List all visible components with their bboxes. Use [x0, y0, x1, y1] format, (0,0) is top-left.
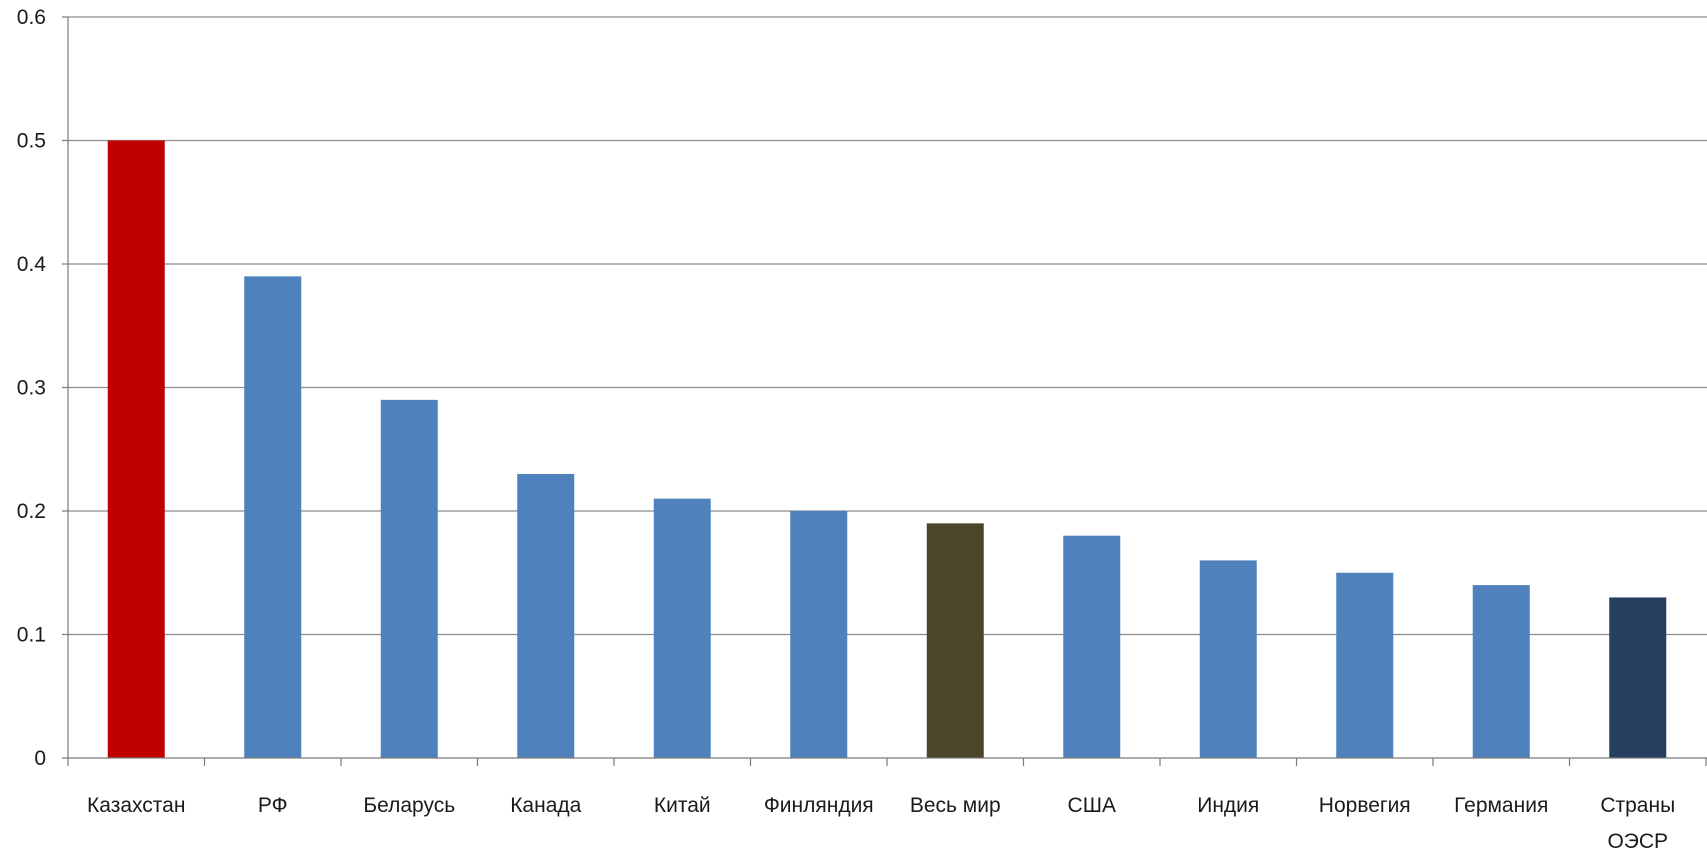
bar	[1609, 597, 1666, 758]
bar	[790, 511, 847, 758]
x-tick-label: Страны ОЭСР	[1600, 794, 1675, 853]
y-axis-tick-labels: 0 0.1 0.2 0.3 0.4 0.5 0.6	[17, 6, 47, 770]
x-tick-label: Китай	[654, 794, 711, 817]
bar	[654, 499, 711, 758]
x-tick-label: Индия	[1197, 794, 1259, 817]
y-tick-label: 0.3	[17, 377, 46, 400]
bar	[1473, 585, 1530, 758]
y-tick-label: 0.6	[17, 6, 46, 29]
bar	[244, 276, 301, 758]
x-tick-label: Весь мир	[910, 794, 1001, 817]
bar	[927, 523, 984, 758]
x-axis-tick-labels: Казахстан РФ Беларусь Канада Китай Финляндия В…	[87, 794, 1675, 853]
y-tick-label: 0	[34, 747, 46, 770]
x-tick-label: Казахстан	[87, 794, 185, 817]
bar	[381, 400, 438, 758]
bars	[108, 141, 1667, 759]
y-tick-label: 0.5	[17, 130, 46, 153]
x-tick-label: Беларусь	[363, 794, 455, 817]
bar	[1200, 560, 1257, 758]
y-tick-label: 0.4	[17, 253, 47, 276]
gridlines	[68, 17, 1707, 635]
x-tick-label: Норвегия	[1319, 794, 1411, 817]
y-tick-label: 0.1	[17, 624, 46, 647]
x-tick-label: Финляндия	[764, 794, 874, 817]
x-tick-label: США	[1068, 794, 1116, 817]
x-tick-label: Германия	[1454, 794, 1548, 817]
axes	[62, 17, 1707, 766]
x-tick-label: Канада	[510, 794, 581, 817]
bar	[108, 141, 165, 759]
y-tick-label: 0.2	[17, 500, 46, 523]
bar	[1336, 573, 1393, 758]
x-tick-label: РФ	[258, 794, 288, 817]
bar	[1063, 536, 1120, 758]
bar	[517, 474, 574, 758]
